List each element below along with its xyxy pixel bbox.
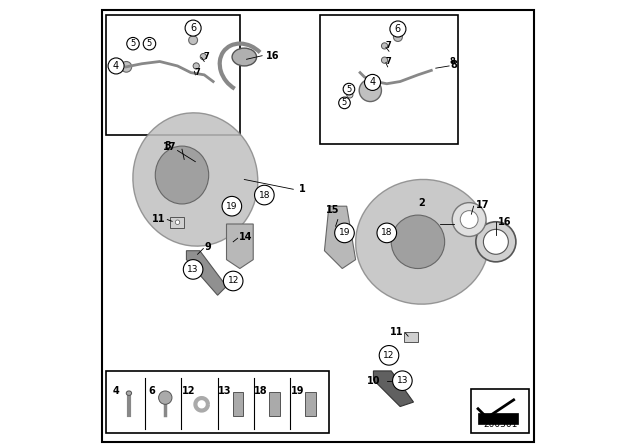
- Circle shape: [189, 36, 198, 44]
- Circle shape: [108, 58, 124, 74]
- Circle shape: [143, 38, 156, 50]
- Polygon shape: [227, 224, 253, 268]
- Text: 9: 9: [204, 242, 211, 252]
- Circle shape: [193, 63, 199, 69]
- Text: 5: 5: [346, 85, 351, 94]
- Ellipse shape: [232, 48, 257, 66]
- Text: 3: 3: [164, 141, 171, 151]
- Circle shape: [460, 211, 478, 228]
- Polygon shape: [373, 371, 413, 406]
- Text: 5: 5: [342, 99, 347, 108]
- Text: 17: 17: [163, 142, 177, 152]
- Text: 6: 6: [395, 24, 401, 34]
- Circle shape: [183, 260, 203, 279]
- Text: 7: 7: [386, 57, 392, 66]
- FancyBboxPatch shape: [170, 217, 184, 228]
- Ellipse shape: [391, 215, 445, 268]
- Polygon shape: [324, 206, 356, 268]
- Circle shape: [255, 185, 274, 205]
- Ellipse shape: [126, 391, 132, 396]
- Text: 19: 19: [339, 228, 350, 237]
- Text: 5: 5: [131, 39, 136, 48]
- Text: 18: 18: [381, 228, 392, 237]
- Text: 4: 4: [369, 78, 376, 87]
- Text: 200301: 200301: [483, 420, 518, 429]
- Circle shape: [390, 21, 406, 37]
- Text: 18: 18: [254, 386, 268, 396]
- Circle shape: [335, 223, 355, 243]
- Circle shape: [131, 41, 137, 47]
- FancyBboxPatch shape: [478, 413, 518, 424]
- Circle shape: [377, 223, 397, 243]
- Circle shape: [483, 229, 508, 254]
- Ellipse shape: [356, 180, 489, 304]
- Circle shape: [380, 345, 399, 365]
- Text: 8: 8: [449, 57, 455, 66]
- Circle shape: [381, 57, 388, 63]
- Circle shape: [365, 74, 381, 90]
- FancyBboxPatch shape: [404, 332, 418, 341]
- Text: 8: 8: [451, 60, 458, 69]
- Text: 6: 6: [148, 386, 156, 396]
- Text: 2: 2: [418, 198, 425, 207]
- Circle shape: [394, 33, 403, 42]
- Ellipse shape: [133, 113, 258, 246]
- Text: 16: 16: [266, 51, 279, 61]
- FancyBboxPatch shape: [305, 392, 316, 416]
- Circle shape: [159, 391, 172, 404]
- Text: 13: 13: [218, 386, 232, 396]
- Text: 1: 1: [299, 184, 305, 194]
- Text: 18: 18: [259, 190, 270, 199]
- Circle shape: [200, 53, 207, 60]
- Text: 12: 12: [227, 276, 239, 285]
- Circle shape: [223, 271, 243, 291]
- Text: 6: 6: [190, 23, 196, 33]
- Text: 11: 11: [390, 327, 404, 337]
- Circle shape: [175, 220, 180, 224]
- FancyBboxPatch shape: [233, 392, 243, 416]
- Circle shape: [343, 83, 355, 95]
- Circle shape: [185, 20, 201, 36]
- Circle shape: [222, 196, 242, 216]
- Circle shape: [347, 92, 353, 98]
- Text: 7: 7: [386, 41, 392, 51]
- Polygon shape: [186, 251, 227, 295]
- Circle shape: [452, 202, 486, 237]
- Circle shape: [147, 41, 153, 47]
- Circle shape: [392, 371, 412, 391]
- FancyBboxPatch shape: [269, 392, 280, 416]
- Circle shape: [381, 43, 388, 49]
- Text: 7: 7: [204, 52, 209, 60]
- Text: 13: 13: [397, 376, 408, 385]
- Text: 16: 16: [498, 217, 511, 227]
- Circle shape: [342, 99, 349, 105]
- Text: 12: 12: [182, 386, 195, 396]
- Text: 4: 4: [112, 386, 119, 396]
- Circle shape: [476, 222, 516, 262]
- Text: 17: 17: [476, 200, 490, 210]
- Text: 10: 10: [367, 376, 380, 386]
- Circle shape: [121, 61, 132, 72]
- Circle shape: [359, 79, 381, 102]
- Ellipse shape: [156, 146, 209, 204]
- Text: 14: 14: [239, 233, 252, 242]
- Text: 15: 15: [326, 205, 339, 215]
- Text: 11: 11: [152, 214, 166, 224]
- Circle shape: [339, 97, 350, 109]
- Text: 19: 19: [226, 202, 237, 211]
- Text: 19: 19: [291, 386, 304, 396]
- Text: 4: 4: [113, 61, 119, 71]
- Text: 7: 7: [195, 68, 200, 77]
- Text: 13: 13: [188, 265, 199, 274]
- Text: 5: 5: [147, 39, 152, 48]
- Text: 12: 12: [383, 351, 395, 360]
- Circle shape: [127, 38, 140, 50]
